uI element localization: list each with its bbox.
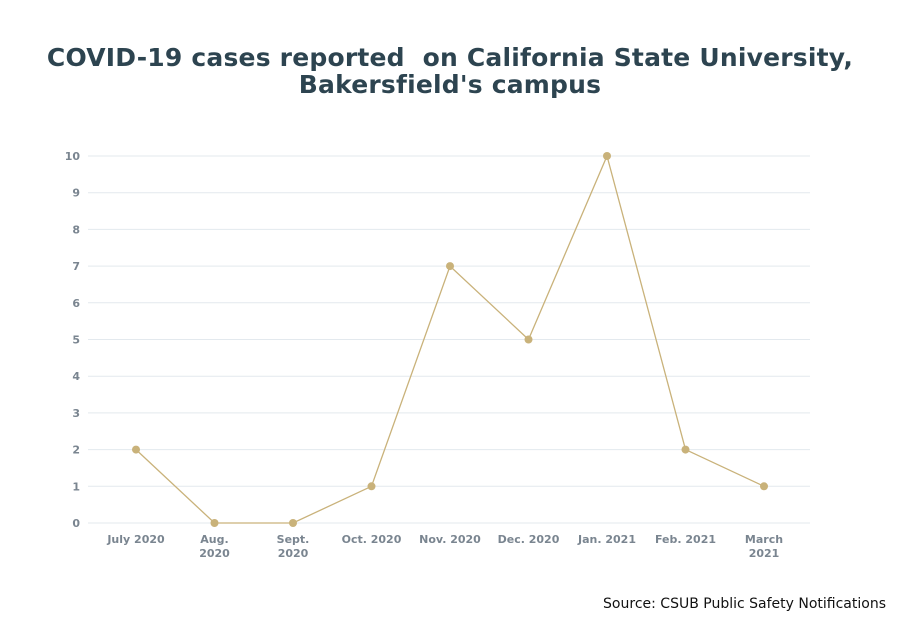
data-point <box>289 519 297 527</box>
x-tick-label-line: 2020 <box>199 547 230 560</box>
x-tick-label-line: July 2020 <box>106 533 165 546</box>
x-tick-label: Oct. 2020 <box>342 533 402 546</box>
x-tick-label-line: 2020 <box>278 547 309 560</box>
x-tick-label-line: March <box>745 533 783 546</box>
x-tick-label-line: Dec. 2020 <box>498 533 560 546</box>
y-tick-label: 3 <box>72 407 80 420</box>
x-tick-label: Aug. 2020 <box>199 533 230 560</box>
x-tick-label-line: Nov. 2020 <box>419 533 481 546</box>
data-point <box>681 445 690 454</box>
x-tick-label: Feb. 2021 <box>655 533 716 546</box>
x-tick-label-line: 2021 <box>749 547 780 560</box>
gridlines <box>88 155 810 524</box>
x-tick-label: Dec. 2020 <box>498 533 560 546</box>
data-point <box>367 482 376 491</box>
data-point <box>210 519 219 527</box>
x-tick-label-line: Aug. <box>200 533 228 546</box>
data-point <box>603 152 611 160</box>
series-group <box>132 152 768 527</box>
data-point <box>524 335 533 344</box>
x-tick-label: July 2020 <box>106 533 165 546</box>
data-point <box>132 445 140 454</box>
y-tick-label: 0 <box>72 517 80 530</box>
x-tick-label: March 2021 <box>745 533 783 560</box>
data-point <box>446 262 454 271</box>
x-tick-label: Nov. 2020 <box>419 533 481 546</box>
x-tick-label: Jan. 2021 <box>577 533 636 546</box>
x-tick-label-line: Oct. 2020 <box>342 533 402 546</box>
chart-title-line-1: COVID-19 cases reported on California St… <box>46 43 854 72</box>
y-tick-label: 8 <box>72 223 80 236</box>
y-axis-ticks: 0 1 2 3 4 5 6 7 8 9 10 <box>65 150 81 530</box>
x-tick-label-line: Feb. 2021 <box>655 533 716 546</box>
y-tick-label: 4 <box>72 370 80 383</box>
chart-title-line-2: Bakersfield's campus <box>298 70 602 99</box>
data-point <box>760 482 768 491</box>
x-tick-label-line: Sept. <box>277 533 310 546</box>
y-tick-label: 1 <box>72 480 80 493</box>
x-tick-label: Sept. 2020 <box>277 533 310 560</box>
y-tick-label: 2 <box>72 444 80 457</box>
x-tick-label-line: Jan. 2021 <box>577 533 636 546</box>
source-note: Source: CSUB Public Safety Notifications <box>603 596 886 612</box>
y-tick-label: 10 <box>65 150 81 163</box>
y-tick-label: 9 <box>72 187 80 200</box>
y-tick-label: 5 <box>72 334 80 347</box>
y-tick-label: 7 <box>72 260 80 273</box>
y-tick-label: 6 <box>72 297 80 310</box>
chart-title: COVID-19 cases reported on California St… <box>0 44 900 98</box>
